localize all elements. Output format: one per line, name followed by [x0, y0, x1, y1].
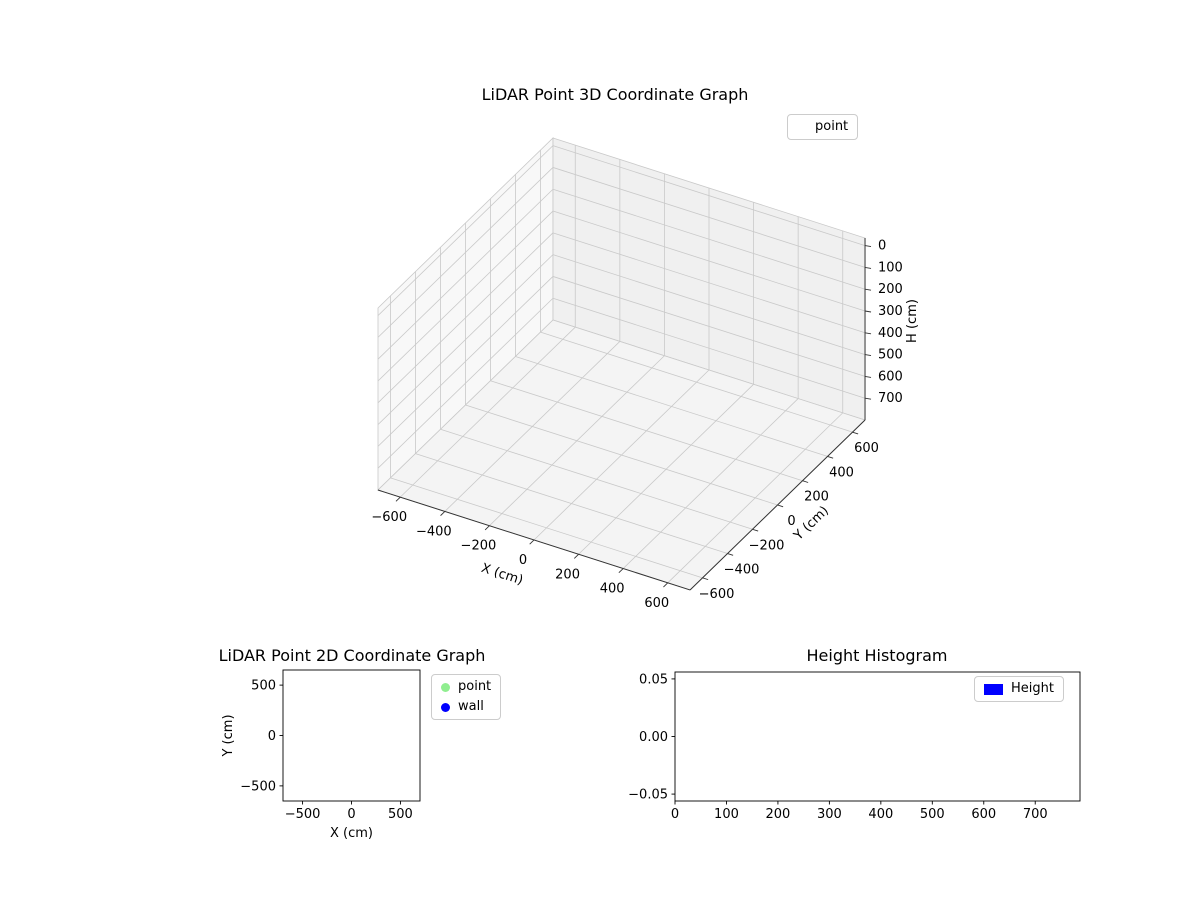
wall-marker-icon [441, 702, 450, 712]
svg-text:500: 500 [251, 679, 276, 694]
svg-text:0: 0 [519, 553, 527, 568]
svg-text:600: 600 [854, 441, 879, 456]
svg-text:300: 300 [817, 807, 842, 822]
legend-label: wall [458, 699, 484, 714]
svg-text:500: 500 [388, 807, 413, 822]
svg-text:0.05: 0.05 [639, 672, 668, 687]
svg-text:500: 500 [878, 348, 903, 363]
svg-text:−200: −200 [749, 538, 785, 553]
svg-text:600: 600 [644, 596, 669, 611]
svg-text:300: 300 [878, 304, 903, 319]
hist-title: Height Histogram [806, 646, 948, 665]
plot3d-grid [377, 145, 866, 584]
svg-text:500: 500 [920, 807, 945, 822]
svg-text:600: 600 [971, 807, 996, 822]
svg-text:200: 200 [555, 567, 580, 582]
legend-label: point [815, 119, 849, 134]
svg-text:−500: −500 [285, 807, 321, 822]
svg-text:−0.05: −0.05 [628, 788, 668, 803]
height-patch-icon [984, 683, 1003, 695]
svg-text:100: 100 [878, 260, 903, 275]
svg-text:−600: −600 [699, 587, 735, 602]
svg-text:0: 0 [347, 807, 355, 822]
legend-item-point: point [441, 679, 491, 695]
svg-text:−500: −500 [240, 779, 276, 794]
legend-label: point [458, 679, 492, 694]
legend-item-height: Height [984, 681, 1054, 697]
svg-text:400: 400 [600, 582, 625, 597]
point-marker-icon [441, 682, 450, 692]
svg-text:0.00: 0.00 [639, 730, 668, 745]
plot2d-axes: −500 0 500 −500 0 500 X (cm) Y (cm) [221, 669, 421, 841]
svg-text:−200: −200 [461, 539, 497, 554]
svg-text:0: 0 [268, 729, 276, 744]
svg-text:700: 700 [1023, 807, 1048, 822]
svg-text:H (cm): H (cm) [905, 299, 920, 343]
svg-text:Y (cm): Y (cm) [791, 503, 832, 544]
hist-legend: Height [974, 676, 1064, 702]
svg-text:400: 400 [868, 807, 893, 822]
plot3d-tick-labels: −600−400−2000200400600−600−400−200020040… [371, 239, 902, 611]
svg-text:Y (cm): Y (cm) [221, 714, 236, 757]
svg-text:400: 400 [829, 465, 854, 480]
svg-text:0: 0 [671, 807, 679, 822]
svg-text:0: 0 [878, 239, 886, 254]
svg-text:100: 100 [714, 807, 739, 822]
legend-item-point-3d: point [797, 119, 848, 135]
svg-text:200: 200 [804, 490, 829, 505]
plot3d-title: LiDAR Point 3D Coordinate Graph [481, 85, 749, 104]
plot3d-legend: point [787, 114, 859, 140]
plot2d-title: LiDAR Point 2D Coordinate Graph [218, 646, 486, 665]
svg-text:200: 200 [878, 282, 903, 297]
svg-text:700: 700 [878, 391, 903, 406]
svg-text:−400: −400 [416, 524, 452, 539]
empty-marker-icon [797, 123, 807, 132]
svg-text:−400: −400 [724, 563, 760, 578]
svg-text:600: 600 [878, 369, 903, 384]
plot3d-axes: −600−400−2000200400600−600−400−200020040… [371, 137, 920, 611]
legend-item-wall: wall [441, 699, 491, 715]
legend-label: Height [1011, 681, 1054, 696]
svg-text:−600: −600 [371, 510, 407, 525]
svg-text:X (cm): X (cm) [330, 826, 373, 841]
svg-text:400: 400 [878, 326, 903, 341]
plot2d-legend: point wall [431, 674, 502, 720]
svg-text:200: 200 [766, 807, 791, 822]
svg-text:0: 0 [787, 514, 795, 529]
